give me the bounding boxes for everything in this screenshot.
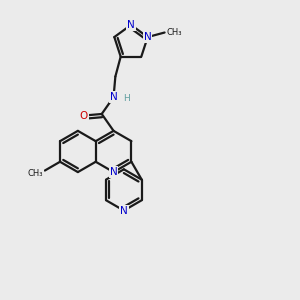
Text: N: N <box>110 167 117 177</box>
Text: O: O <box>80 111 88 121</box>
Text: N: N <box>120 206 128 215</box>
Text: H: H <box>123 94 130 103</box>
Text: CH₃: CH₃ <box>167 28 182 37</box>
Text: N: N <box>110 92 117 102</box>
Text: CH₃: CH₃ <box>28 169 44 178</box>
Text: N: N <box>127 20 135 30</box>
Text: N: N <box>144 32 152 42</box>
